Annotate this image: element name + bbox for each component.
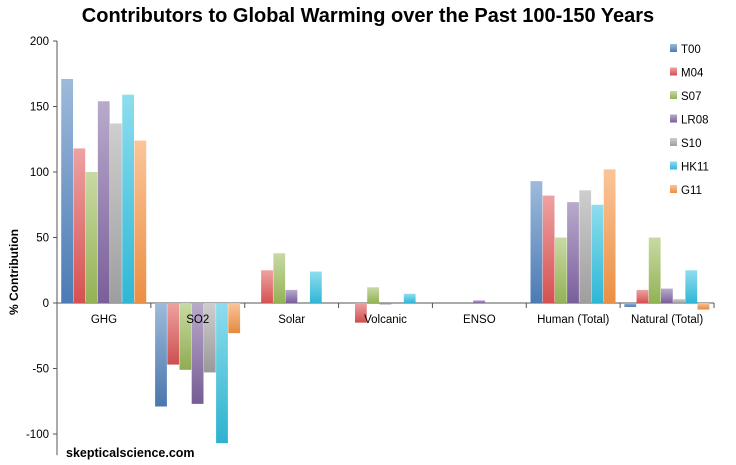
bar-lr08-human-total xyxy=(567,202,579,303)
legend-swatch-m04 xyxy=(670,67,677,76)
y-tick-label: 100 xyxy=(30,167,49,179)
bar-s07-so2 xyxy=(179,303,192,370)
bar-lr08-enso xyxy=(473,300,486,303)
category-labels: GHG SO2 Solar Volcanic ENSO Human (Total) Natu… xyxy=(91,314,704,326)
bar-s10-so2 xyxy=(203,303,216,373)
legend-swatch-g11 xyxy=(670,185,677,193)
category-label: GHG xyxy=(91,314,117,326)
bar-m04-ghg xyxy=(73,148,86,303)
legend-label-lr08: LR08 xyxy=(681,115,709,127)
legend: T00 M04 S07 LR08 S10 HK11 G11 xyxy=(670,44,709,197)
y-tick-label: -50 xyxy=(32,364,49,376)
legend-swatch-t00 xyxy=(670,44,677,52)
category-label: Human (Total) xyxy=(537,314,609,326)
bar-s07-ghg xyxy=(85,172,98,303)
legend-label-m04: M04 xyxy=(681,68,704,80)
bar-hk11-natural-total xyxy=(685,270,698,303)
bar-g11-natural-total xyxy=(697,303,710,310)
bar-lr08-natural-total xyxy=(660,288,673,303)
legend-label-s10: S10 xyxy=(681,138,701,150)
category-label: SO2 xyxy=(186,314,209,326)
bar-s10-ghg xyxy=(110,123,122,303)
bar-hk11-so2 xyxy=(216,303,228,444)
bar-t00-natural-total xyxy=(624,303,637,307)
category-label: Solar xyxy=(278,314,305,326)
bar-s10-human-total xyxy=(579,190,592,303)
bar-lr08-so2 xyxy=(191,303,204,404)
y-tick-label: 150 xyxy=(30,102,49,114)
bar-m04-solar xyxy=(261,270,273,303)
legend-label-s07: S07 xyxy=(681,91,701,103)
bar-g11-human-total xyxy=(603,169,616,303)
bar-lr08-solar xyxy=(285,289,298,303)
y-tick-label: 50 xyxy=(36,233,49,245)
bar-s07-natural-total xyxy=(648,237,661,303)
bar-m04-volcanic xyxy=(355,303,367,323)
legend-label-g11: G11 xyxy=(681,185,702,197)
legend-swatch-s07 xyxy=(670,91,677,99)
legend-label-t00: T00 xyxy=(681,44,701,56)
bars xyxy=(61,78,710,444)
bar-hk11-volcanic xyxy=(403,293,416,303)
bar-m04-natural-total xyxy=(636,289,649,303)
legend-swatch-hk11 xyxy=(670,161,677,170)
bar-hk11-ghg xyxy=(122,94,135,304)
legend-swatch-lr08 xyxy=(670,114,677,123)
bar-s07-solar xyxy=(273,253,286,303)
watermark: skepticalscience.com xyxy=(66,446,195,460)
bar-s07-volcanic xyxy=(367,287,379,303)
bar-m04-human-total xyxy=(542,195,555,303)
category-label: ENSO xyxy=(463,314,496,326)
bar-g11-ghg xyxy=(134,140,147,303)
y-tick-label: 200 xyxy=(30,36,49,48)
category-label: Volcanic xyxy=(364,314,407,326)
bar-m04-so2 xyxy=(167,303,180,365)
bar-lr08-volcanic xyxy=(379,303,392,305)
y-axis-title: % Contribution xyxy=(7,229,21,315)
chart-title: Contributors to Global Warming over the … xyxy=(82,5,654,27)
bar-t00-ghg xyxy=(61,78,74,304)
legend-label-hk11: HK11 xyxy=(681,162,709,174)
y-axis: 200 150 100 50 0 -50 -100 xyxy=(26,36,715,456)
bar-lr08-ghg xyxy=(97,101,110,303)
category-label: Natural (Total) xyxy=(631,314,703,326)
bar-hk11-solar xyxy=(309,271,322,303)
legend-swatch-s10 xyxy=(670,138,677,146)
bar-t00-human-total xyxy=(530,181,543,303)
y-tick-label: -100 xyxy=(26,429,49,441)
bar-s07-human-total xyxy=(554,237,567,303)
y-tick-label: 0 xyxy=(43,298,49,310)
bar-t00-so2 xyxy=(155,303,167,407)
bar-s10-natural-total xyxy=(673,299,685,303)
bar-hk11-human-total xyxy=(591,204,604,303)
bar-g11-so2 xyxy=(228,303,241,334)
